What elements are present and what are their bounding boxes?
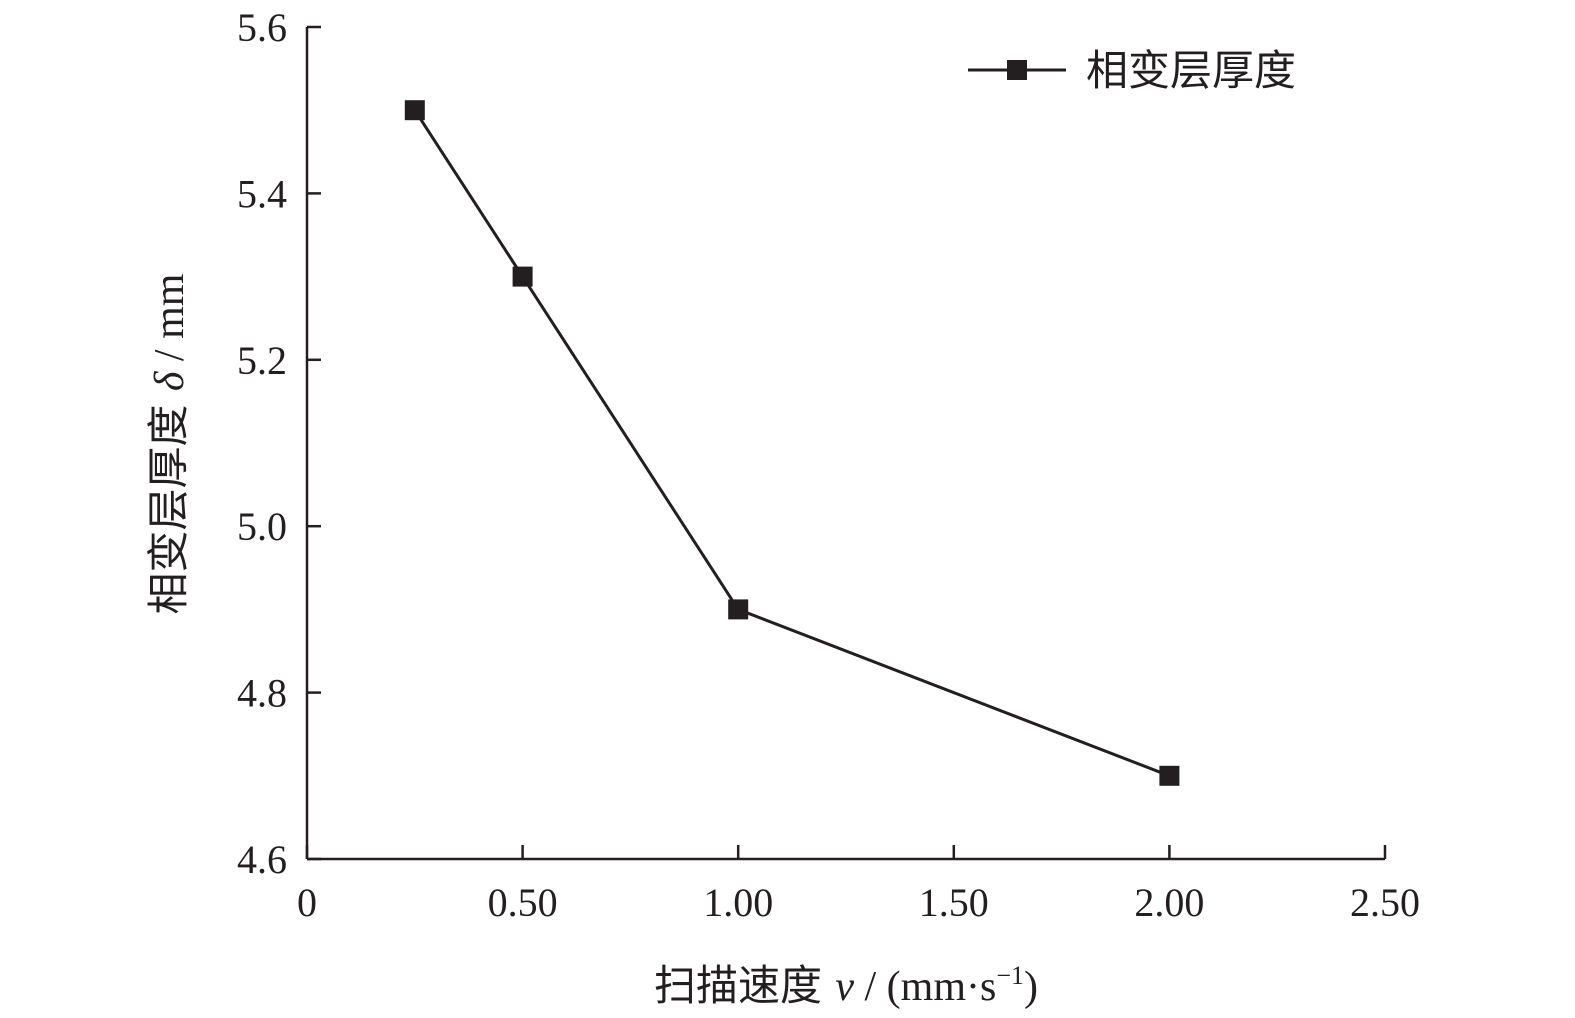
y-tick-label: 5.0 xyxy=(237,504,287,549)
y-tick-label: 5.4 xyxy=(237,171,287,216)
x-tick-label: 0.50 xyxy=(488,880,558,925)
data-point xyxy=(404,100,425,121)
x-tick-label: 1.50 xyxy=(919,880,989,925)
y-tick-label: 4.8 xyxy=(237,671,287,716)
legend: 相变层厚度 xyxy=(968,46,1296,95)
legend-marker-swatch xyxy=(1007,60,1027,80)
x-axis-ticks: 0 0.50 1.00 1.50 2.00 2.50 xyxy=(297,845,1420,925)
legend-label: 相变层厚度 xyxy=(1086,46,1296,95)
axes xyxy=(305,27,1385,861)
y-axis-title: 相变层厚度 δ / mm xyxy=(144,273,193,614)
series-layer xyxy=(404,100,1180,786)
x-tick-label: 2.50 xyxy=(1350,880,1420,925)
y-tick-label: 4.6 xyxy=(237,837,287,882)
x-axis-title: 扫描速度 v / (mm·s−1) xyxy=(654,961,1038,1010)
data-point xyxy=(1159,765,1180,786)
y-axis-ticks: 4.6 4.8 5.0 5.2 5.4 5.6 xyxy=(237,5,321,882)
data-point xyxy=(512,266,533,287)
x-tick-label: 1.00 xyxy=(703,880,773,925)
series-line xyxy=(413,109,1170,778)
x-tick-label: 0 xyxy=(297,880,317,925)
data-point xyxy=(728,599,749,620)
y-tick-label: 5.6 xyxy=(237,5,287,50)
y-tick-label: 5.2 xyxy=(237,338,287,383)
x-tick-label: 2.00 xyxy=(1134,880,1204,925)
